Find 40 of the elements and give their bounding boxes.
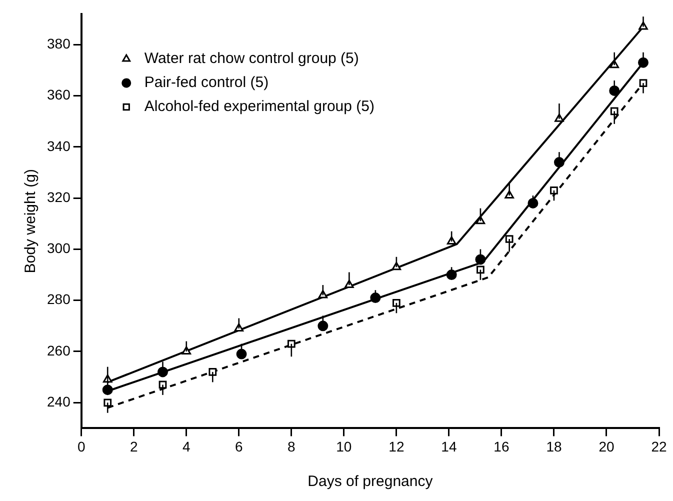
point xyxy=(287,340,296,348)
point xyxy=(446,270,457,280)
y-tick-label: 360 xyxy=(47,86,71,103)
point xyxy=(370,292,381,304)
point xyxy=(528,198,538,208)
point xyxy=(554,157,564,168)
point xyxy=(158,366,168,378)
x-tick-label: 2 xyxy=(130,438,138,454)
x-tick-label: 8 xyxy=(288,438,296,454)
x-tick-label: 12 xyxy=(388,438,404,454)
point xyxy=(550,186,558,194)
point xyxy=(318,320,328,332)
y-tick-label: 260 xyxy=(47,342,71,358)
point xyxy=(475,254,486,265)
legend-label: Alcohol-fed experimental group (5) xyxy=(144,98,374,116)
x-tick-label: 10 xyxy=(336,438,352,454)
y-tick-label: 340 xyxy=(47,138,71,154)
x-tick-label: 6 xyxy=(235,438,243,454)
x-tick-label: 22 xyxy=(651,438,667,454)
y-tick-label: 280 xyxy=(47,291,71,308)
point xyxy=(638,57,648,68)
x-tick-label: 18 xyxy=(546,438,562,454)
point xyxy=(392,298,400,307)
x-tick-label: 4 xyxy=(182,438,190,454)
x-tick-label: 20 xyxy=(598,438,614,454)
point xyxy=(236,348,247,360)
y-tick-label: 320 xyxy=(47,188,71,205)
x-tick-label: 14 xyxy=(441,438,457,454)
x-axis-title: Days of pregnancy xyxy=(308,473,434,490)
x-tick-label: 16 xyxy=(494,438,510,454)
legend-label: Pair-fed control (5) xyxy=(144,74,269,92)
point xyxy=(609,85,620,96)
y-tick-label: 240 xyxy=(47,393,71,410)
point xyxy=(102,384,113,396)
point xyxy=(476,266,484,274)
y-axis-title: Body weight (g) xyxy=(22,168,40,274)
legend-label: Water rat chow control group (5) xyxy=(144,50,359,68)
y-tick-label: 300 xyxy=(47,240,71,256)
x-tick-label: 0 xyxy=(77,438,86,454)
y-tick-label: 380 xyxy=(47,36,71,52)
